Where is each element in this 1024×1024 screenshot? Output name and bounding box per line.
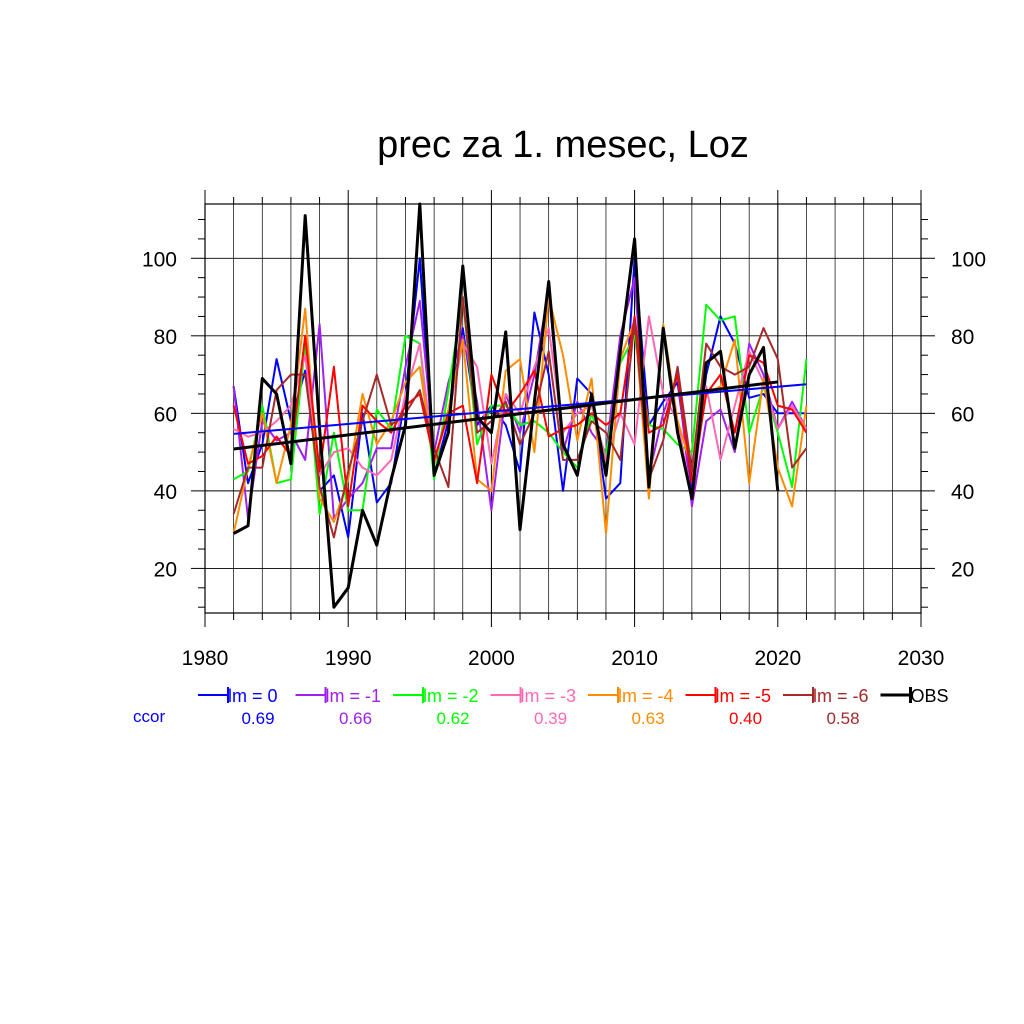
trend-layer [233,380,807,451]
ccor-value-4: 0.63 [631,709,664,728]
y-tick-label-left: 40 [154,481,177,504]
x-tick-label: 1990 [325,647,372,670]
ccor-value-5: 0.40 [729,709,762,728]
legend-label-4: lm = -4 [618,686,674,706]
legend-label-1: lm = -1 [326,686,382,706]
ccor-value-1: 0.66 [339,709,372,728]
legend-label-3: lm = -3 [521,686,577,706]
y-tick-label-right: 40 [951,481,974,504]
ccor-label: ccor [133,707,165,726]
legend-label-2: lm = -2 [423,686,479,706]
series-line-5 [232,315,808,508]
series-line-1 [232,276,808,519]
x-tick-label: 2010 [611,647,658,670]
legend-label-6: lm = -6 [813,686,869,706]
y-tick-label-left: 60 [154,403,177,426]
x-tick-label: 2020 [754,647,801,670]
legend-label-5: lm = -5 [716,686,772,706]
chart-title: prec za 1. mesec, Loz [377,124,749,166]
grid [205,204,921,613]
x-tick-label: 1980 [182,647,229,670]
y-tick-label-left: 80 [154,326,177,349]
x-tick-label: 2030 [898,647,945,670]
ccor-value-3: 0.39 [534,709,567,728]
ccor-value-0: 0.69 [241,709,274,728]
ccor-value-6: 0.58 [826,709,859,728]
y-tick-label-right: 100 [951,248,986,271]
y-tick-label-right: 80 [951,326,974,349]
legend: ccor lm = 0 0.69 lm = -1 0.66 lm = -2 0.62 lm =… [133,686,949,728]
y-tick-label-left: 20 [154,558,177,581]
x-tick-label: 2000 [468,647,515,670]
series-line-0 [232,257,807,539]
legend-label-7: OBS [911,686,949,706]
y-tick-label-right: 20 [951,558,974,581]
y-tick-label-left: 100 [142,248,177,271]
plot-frame [204,203,922,614]
y-tick-label-right: 60 [951,403,974,426]
series-line-6 [232,296,808,539]
trend-line-0 [233,383,807,435]
series-line-7 [232,202,780,609]
legend-label-0: lm = 0 [228,686,278,706]
ccor-value-2: 0.62 [436,709,469,728]
trend-line-7 [233,380,778,451]
